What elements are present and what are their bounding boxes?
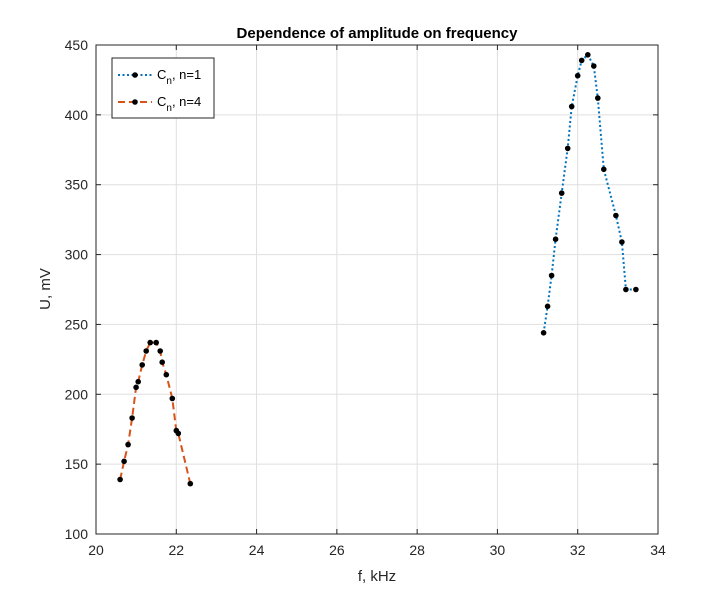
x-tick-label: 30 (490, 542, 506, 558)
data-point (125, 441, 131, 448)
x-tick-label: 26 (329, 542, 345, 558)
data-point (157, 348, 163, 354)
x-tick-label: 34 (650, 542, 666, 558)
data-point (135, 378, 141, 385)
data-point (564, 145, 571, 152)
data-point (143, 348, 149, 354)
data-point (139, 362, 145, 368)
data-point (175, 430, 182, 437)
chart-title: Dependence of amplitude on frequency (237, 25, 519, 42)
legend-label: Cn, n=4 (157, 94, 201, 114)
data-point (633, 286, 639, 293)
data-point (133, 384, 139, 391)
legend-label-suffix: , n=1 (172, 67, 201, 82)
data-point (129, 415, 135, 421)
y-tick-label: 350 (65, 177, 89, 193)
legend-entry-2: Cn, n=4 (118, 94, 201, 114)
series-1 (540, 52, 639, 336)
data-point (153, 339, 159, 346)
x-axis-label: f, kHz (358, 568, 396, 585)
data-point (591, 63, 597, 69)
legend-label-suffix: , n=4 (172, 94, 201, 109)
series-line (119, 341, 192, 484)
data-point (552, 236, 559, 242)
legend-label: Cn, n=1 (157, 67, 201, 87)
y-axis-ticks: 100 150 200 250 300 350 400 450 (65, 37, 658, 542)
y-tick-label: 200 (65, 386, 89, 402)
x-tick-label: 28 (409, 542, 425, 558)
data-point (585, 52, 591, 58)
y-tick-label: 150 (65, 456, 89, 472)
x-tick-label: 24 (249, 542, 265, 558)
data-point (187, 480, 194, 487)
data-point (117, 476, 123, 483)
data-point (169, 395, 176, 402)
legend-label-base: C (157, 67, 166, 82)
data-point (147, 339, 153, 346)
data-point (623, 286, 629, 293)
plot-area (96, 45, 658, 534)
data-point (595, 95, 601, 101)
axes-frame (95, 44, 659, 535)
data-point (619, 239, 625, 245)
axes-box (95, 44, 659, 535)
y-tick-label: 250 (65, 316, 89, 332)
legend-entry-1: Cn, n=1 (118, 67, 201, 87)
x-axis-ticks: 20 22 24 26 28 30 32 34 (88, 45, 666, 558)
data-point (163, 371, 170, 378)
data-point (540, 330, 547, 336)
data-point (121, 458, 127, 465)
legend-box (111, 57, 215, 119)
y-tick-label: 450 (65, 37, 89, 53)
legend-marker (132, 72, 138, 78)
data-point (558, 190, 565, 196)
legend-label-subscript: n (166, 103, 172, 114)
data-point (568, 103, 575, 110)
legend: Cn, n=1Cn, n=4 (111, 57, 215, 119)
x-tick-label: 20 (88, 542, 104, 558)
data-point (574, 72, 581, 79)
data-point (578, 57, 585, 64)
legend-label-base: C (157, 94, 166, 109)
data-point (544, 303, 551, 310)
x-tick-label: 32 (570, 542, 586, 558)
legend-label-subscript: n (166, 76, 172, 87)
data-point (613, 212, 619, 219)
x-tick-label: 22 (168, 542, 184, 558)
y-axis-label: U, mV (37, 268, 54, 310)
legend-marker (132, 99, 138, 105)
y-tick-label: 300 (65, 247, 89, 263)
y-tick-label: 400 (65, 107, 89, 123)
y-tick-label: 100 (65, 526, 89, 542)
series-layer (117, 52, 639, 487)
data-point (601, 166, 607, 173)
series-2 (117, 339, 194, 487)
data-point (548, 272, 555, 279)
data-point (159, 359, 165, 366)
